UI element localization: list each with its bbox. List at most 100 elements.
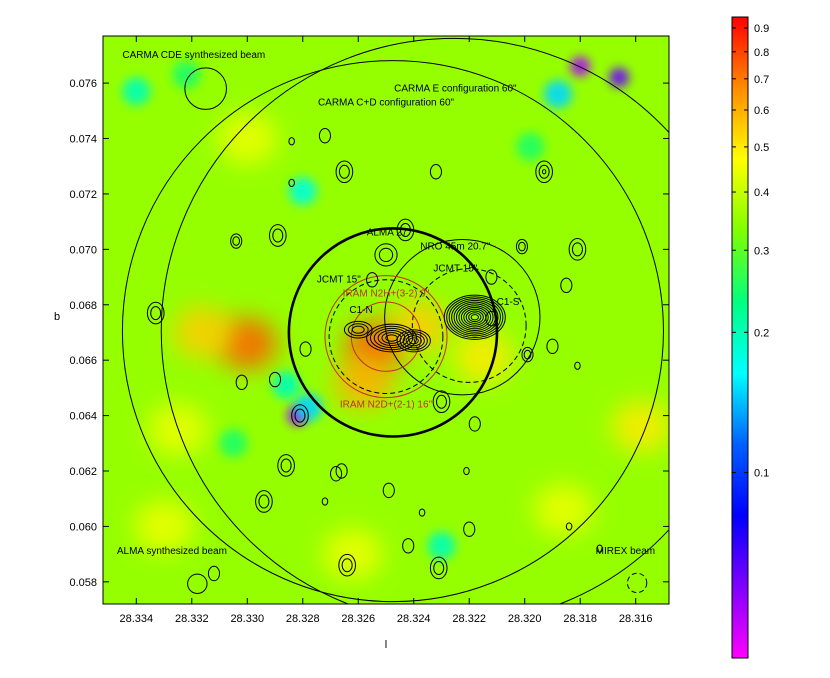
plot-area: CARMA CDE synthesized beam CARMA E config… — [102, 35, 670, 605]
x-tick-label: 28.334 — [119, 613, 153, 625]
overlay-layer: CARMA CDE synthesized beam CARMA E config… — [117, 37, 669, 604]
contour-level — [374, 243, 398, 267]
alma-label: ALMA 27" — [367, 227, 412, 238]
contour-speck — [565, 522, 573, 531]
contour-speck — [146, 301, 165, 325]
contour-level — [523, 349, 532, 360]
contour-level — [485, 310, 498, 327]
contour-speck — [515, 238, 529, 255]
cool-spot — [122, 77, 151, 106]
colorbar-tick-label: 0.7 — [754, 74, 769, 86]
y-axis: 0.058 0.060 0.062 0.064 0.066 0.068 0.070 0.072… — [69, 78, 669, 589]
contour-speck — [429, 164, 442, 180]
heat-spot — [333, 356, 394, 409]
heatmap-spots — [122, 56, 669, 581]
contour-level — [468, 312, 482, 323]
contour-speck — [382, 482, 395, 499]
contour-level — [341, 558, 353, 573]
contour-level — [455, 303, 494, 332]
contour-level — [535, 160, 553, 184]
contour-speck — [463, 521, 476, 537]
contour-speck — [418, 508, 426, 517]
contour-level — [463, 521, 476, 537]
contour-level — [321, 497, 329, 506]
x-axis: 28.334 28.332 28.330 28.328 28.326 28.324 28.3… — [119, 36, 653, 625]
contour-speck — [291, 404, 309, 427]
heat-spot — [322, 528, 383, 581]
circle-nro-45m — [384, 239, 541, 396]
contour-c1-n-east — [396, 329, 431, 353]
y-tick-label: 0.060 — [69, 521, 97, 533]
y-tick-label: 0.066 — [69, 355, 97, 367]
contour-level — [382, 482, 395, 499]
contour-level — [146, 301, 165, 325]
contour-level — [347, 323, 369, 337]
contour-level — [338, 553, 356, 577]
contour-speck — [338, 553, 356, 577]
contour-level — [485, 269, 498, 285]
y-tick-label: 0.058 — [69, 577, 97, 589]
contour-level — [378, 247, 394, 263]
carma-cde-beam-label: CARMA CDE synthesized beam — [122, 50, 265, 61]
colorbar-tick-label: 0.6 — [754, 105, 769, 117]
cool-spot — [172, 60, 201, 89]
contour-level — [465, 310, 484, 324]
contour-level — [560, 277, 573, 294]
contour-speck — [485, 269, 498, 285]
contour-speck — [560, 277, 573, 294]
contour-speck — [230, 233, 243, 249]
contour-level — [463, 466, 470, 476]
y-tick-label: 0.068 — [69, 300, 97, 312]
x-tick-label: 28.320 — [508, 613, 542, 625]
contour-level — [515, 238, 529, 255]
contour-level — [470, 314, 479, 321]
circle-carma-cd — [121, 60, 664, 603]
mirex-beam-label: MIREX beam — [596, 546, 655, 557]
contour-level — [291, 404, 309, 427]
contour-level — [399, 222, 411, 237]
contour-level — [538, 164, 550, 179]
contour-level — [335, 463, 348, 479]
contour-level — [574, 361, 581, 370]
contour-level — [451, 299, 499, 335]
contour-level — [207, 565, 221, 582]
contour-level — [335, 160, 354, 184]
contour-speck — [402, 538, 415, 554]
heat-spot — [533, 483, 594, 536]
contour-speck — [268, 224, 287, 247]
contour-level — [280, 458, 292, 473]
contour-speck — [546, 338, 559, 355]
heat-spot — [172, 306, 233, 359]
contour-level — [399, 331, 428, 351]
contour-c1-n-west — [343, 320, 373, 339]
x-tick-label: 28.322 — [452, 613, 486, 625]
contour-speck — [288, 137, 295, 146]
colorbar-gradient — [731, 16, 749, 659]
contour-level — [343, 320, 373, 339]
colorbar: 0.1 0.2 0.3 0.4 0.5 0.6 0.7 0.8 0.9 — [731, 16, 769, 659]
contour-level — [408, 337, 419, 345]
contour-level — [288, 137, 295, 146]
contour-speck — [335, 160, 354, 184]
contour-speck — [432, 390, 451, 414]
x-tick-label: 28.328 — [286, 613, 320, 625]
contour-level — [330, 466, 343, 482]
contour-level — [232, 236, 241, 246]
contour-level — [453, 301, 497, 333]
colorbar-tick-label: 0.4 — [754, 187, 769, 199]
y-tick-label: 0.076 — [69, 78, 97, 90]
contour-level — [294, 408, 306, 423]
colorbar-tick-label: 0.9 — [754, 23, 769, 35]
contour-speck — [299, 341, 312, 357]
contour-speck — [485, 310, 498, 327]
x-tick-label: 28.316 — [619, 613, 653, 625]
circle-carma-e — [160, 37, 669, 604]
contour-level — [373, 327, 410, 349]
contour-level — [521, 346, 534, 363]
contour-speck — [318, 128, 332, 144]
contour-level — [541, 169, 547, 175]
colorbar-tick-label: 0.8 — [754, 47, 769, 59]
contour-level — [405, 335, 422, 347]
circle-jcmt-s — [411, 268, 527, 383]
contour-speck — [255, 490, 273, 513]
